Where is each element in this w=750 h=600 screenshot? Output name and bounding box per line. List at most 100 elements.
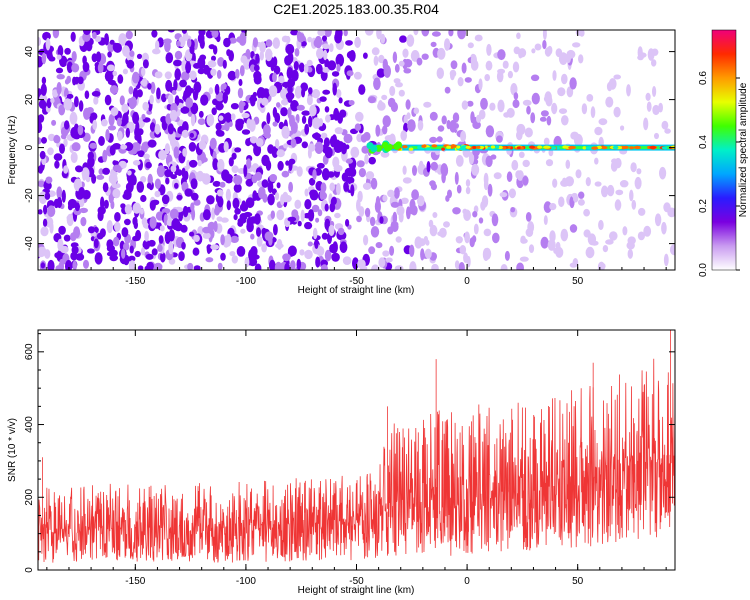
- heatmap-noise-cell: [294, 48, 300, 57]
- heatmap-noise-cell: [187, 262, 194, 270]
- heatmap-noise-cell: [569, 77, 577, 90]
- heatmap-noise-cell: [136, 89, 143, 98]
- heatmap-noise-cell: [71, 63, 80, 73]
- heatmap-noise-cell: [150, 81, 156, 94]
- heatmap-noise-cell: [218, 115, 224, 121]
- heatmap-noise-cell: [152, 48, 161, 55]
- heatmap-noise-cell: [441, 115, 447, 125]
- heatmap-noise-cell: [232, 197, 240, 209]
- heatmap-noise-cell: [266, 112, 271, 125]
- heatmap-noise-cell: [77, 76, 84, 85]
- heatmap-noise-cell: [151, 199, 160, 206]
- heatmap-x-tick-label: -100: [236, 276, 256, 287]
- heatmap-noise-cell: [293, 60, 299, 71]
- heatmap-noise-cell: [56, 186, 63, 199]
- heatmap-noise-cell: [436, 136, 443, 143]
- heatmap-noise-cell: [222, 91, 228, 104]
- heatmap-noise-cell: [458, 262, 465, 270]
- heatmap-y-tick-label: 40: [24, 46, 35, 58]
- heatmap-noise-cell: [142, 239, 151, 250]
- heatmap-noise-cell: [429, 180, 436, 187]
- heatmap-noise-cell: [245, 48, 251, 60]
- heatmap-noise-cell: [213, 220, 218, 233]
- heatmap-noise-cell: [176, 40, 181, 47]
- heatmap-noise-cell: [300, 209, 305, 222]
- heatmap-noise-cell: [321, 232, 329, 240]
- heatmap-noise-cell: [249, 136, 258, 144]
- heatmap-noise-cell: [561, 73, 568, 85]
- heatmap-noise-cell: [557, 87, 566, 97]
- heatmap-noise-cell: [77, 124, 84, 136]
- heatmap-noise-cell: [269, 259, 276, 270]
- heatmap-noise-cell: [437, 125, 445, 132]
- heatmap-noise-cell: [290, 100, 299, 112]
- heatmap-noise-cell: [430, 161, 438, 171]
- heatmap-noise-cell: [250, 233, 255, 240]
- heatmap-noise-cell: [198, 140, 207, 150]
- heatmap-noise-cell: [74, 202, 80, 212]
- heatmap-noise-cell: [189, 70, 197, 81]
- heatmap-noise-cell: [124, 204, 133, 215]
- heatmap-noise-cell: [566, 49, 576, 59]
- heatmap-noise-cell: [272, 107, 278, 118]
- snr-x-tick-label: -100: [236, 576, 256, 587]
- heatmap-noise-cell: [378, 54, 385, 64]
- heatmap-noise-cell: [125, 30, 133, 40]
- heatmap-noise-cell: [652, 86, 657, 97]
- heatmap-noise-cell: [137, 150, 145, 158]
- heatmap-noise-cell: [375, 124, 381, 137]
- heatmap-noise-cell: [273, 224, 278, 236]
- heatmap-noise-cell: [85, 41, 93, 52]
- heatmap-y-tick-label: 0: [24, 144, 35, 150]
- heatmap-noise-cell: [229, 251, 236, 257]
- heatmap-noise-cell: [455, 155, 464, 167]
- heatmap-noise-cell: [236, 246, 246, 257]
- heatmap-noise-cell: [240, 55, 248, 64]
- heatmap-noise-cell: [410, 205, 418, 216]
- heatmap-noise-cell: [120, 144, 128, 150]
- heatmap-noise-cell: [201, 173, 207, 183]
- heatmap-noise-cell: [128, 260, 136, 270]
- heatmap-noise-cell: [93, 226, 99, 233]
- heatmap-noise-cell: [664, 128, 671, 134]
- heatmap-noise-cell: [174, 182, 179, 189]
- heatmap-noise-cell: [338, 97, 343, 104]
- heatmap-noise-cell: [216, 130, 225, 137]
- heatmap-noise-cell: [287, 51, 294, 64]
- heatmap-noise-cell: [526, 105, 531, 115]
- snr-y-tick-label: 400: [24, 416, 35, 433]
- heatmap-noise-cell: [301, 87, 306, 98]
- heatmap-noise-cell: [174, 95, 180, 107]
- snr-x-tick-label: -50: [349, 576, 364, 587]
- heatmap-noise-cell: [206, 195, 215, 205]
- heatmap-noise-cell: [74, 96, 79, 108]
- heatmap-noise-cell: [565, 176, 574, 187]
- heatmap-noise-cell: [645, 92, 651, 101]
- heatmap-noise-cell: [200, 94, 209, 106]
- heatmap-noise-cell: [141, 217, 148, 226]
- heatmap-noise-cell: [637, 231, 646, 241]
- heatmap-noise-cell: [222, 83, 227, 90]
- heatmap-noise-cell: [254, 263, 262, 270]
- heatmap-noise-cell: [235, 68, 240, 79]
- heatmap-noise-cell: [273, 65, 281, 75]
- heatmap-x-axis-label: Height of straight line (km): [298, 285, 415, 296]
- heatmap-line-cell: [393, 143, 401, 150]
- heatmap-noise-cell: [394, 63, 400, 73]
- heatmap-noise-cell: [173, 146, 180, 159]
- heatmap-noise-cell: [209, 137, 217, 150]
- heatmap-noise-cell: [56, 54, 62, 60]
- heatmap-noise-cell: [58, 261, 65, 270]
- heatmap-noise-cell: [102, 167, 110, 175]
- heatmap-noise-cell: [272, 121, 278, 127]
- heatmap-noise-cell: [485, 155, 493, 167]
- heatmap-noise-cell: [669, 244, 675, 256]
- heatmap-noise-cell: [342, 256, 352, 265]
- heatmap-noise-cell: [63, 120, 70, 130]
- heatmap-noise-cell: [117, 130, 123, 141]
- heatmap-noise-cell: [651, 48, 659, 56]
- heatmap-noise-cell: [146, 182, 152, 189]
- heatmap-noise-cell: [198, 110, 204, 118]
- heatmap-noise-cell: [158, 235, 164, 244]
- heatmap-noise-cell: [450, 70, 455, 81]
